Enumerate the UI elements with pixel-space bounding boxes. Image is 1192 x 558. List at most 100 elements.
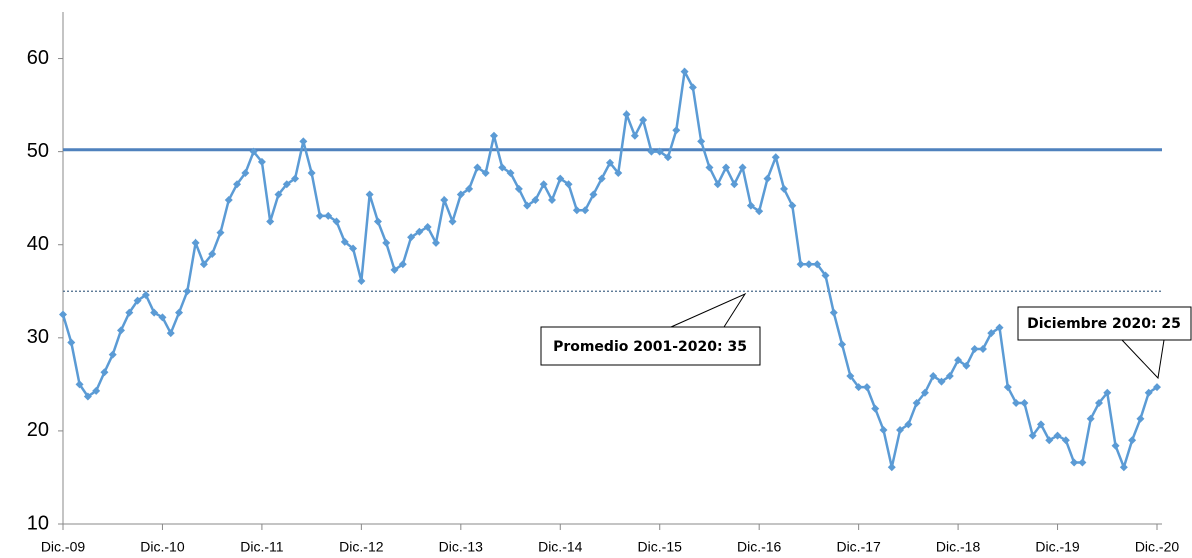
x-tick-label: Dic.-11 <box>240 539 284 555</box>
point-marker <box>581 206 590 215</box>
point-marker <box>224 196 233 205</box>
point-marker <box>887 463 896 472</box>
point-marker <box>1086 414 1095 423</box>
point-marker <box>59 310 67 319</box>
point-marker <box>821 271 830 280</box>
point-marker <box>382 238 391 247</box>
point-marker <box>481 169 490 178</box>
point-marker <box>655 147 664 156</box>
x-tick-label: Dic.-15 <box>638 539 683 555</box>
point-marker <box>1012 398 1021 407</box>
callout-pointer <box>1121 339 1165 380</box>
point-marker <box>920 388 929 397</box>
point-marker <box>141 290 150 299</box>
point-marker <box>987 329 996 338</box>
point-marker <box>647 147 656 156</box>
point-marker <box>871 404 880 413</box>
point-marker <box>978 344 987 353</box>
y-tick-label: 60 <box>27 47 49 69</box>
point-marker <box>738 163 747 172</box>
x-tick-label: Dic.-13 <box>439 539 484 555</box>
x-tick-label: Dic.-19 <box>1035 539 1080 555</box>
callout-pointer <box>670 292 747 328</box>
point-marker <box>962 361 971 370</box>
point-marker <box>108 350 117 359</box>
series-line <box>61 67 1158 472</box>
x-tick-label: Dic.-09 <box>41 539 86 555</box>
y-tick-label: 20 <box>27 419 49 441</box>
point-marker <box>1111 441 1120 450</box>
point-marker <box>788 201 797 210</box>
point-marker <box>713 180 722 189</box>
point-marker <box>771 153 780 162</box>
point-marker <box>299 137 308 146</box>
point-marker <box>796 260 805 269</box>
point-marker <box>697 137 706 146</box>
y-tick-label: 30 <box>27 326 49 348</box>
point-marker <box>1036 420 1045 429</box>
point-marker <box>829 308 838 317</box>
point-marker <box>639 115 648 124</box>
point-marker <box>291 174 300 183</box>
point-marker <box>614 169 623 178</box>
point-marker <box>1103 388 1112 397</box>
point-marker <box>67 338 76 347</box>
point-marker <box>257 157 266 166</box>
point-marker <box>688 83 697 92</box>
point-marker <box>332 217 341 226</box>
point-marker <box>929 371 938 380</box>
x-tick-label: Dic.-20 <box>1135 539 1180 555</box>
point-marker <box>133 296 142 305</box>
point-marker <box>266 217 275 226</box>
point-marker <box>100 368 109 377</box>
point-marker <box>780 184 789 193</box>
point-marker <box>1153 383 1161 392</box>
point-marker <box>415 227 424 236</box>
point-marker <box>241 169 250 178</box>
point-marker <box>324 211 333 220</box>
point-marker <box>1078 458 1087 467</box>
point-marker <box>1045 436 1054 445</box>
point-marker <box>340 237 349 246</box>
point-marker <box>514 184 523 193</box>
point-marker <box>912 398 921 407</box>
point-marker <box>705 163 714 172</box>
callout-average: Promedio 2001-2020: 35 <box>540 292 761 366</box>
point-marker <box>208 250 217 259</box>
callout-last: Diciembre 2020: 25 <box>1017 306 1192 380</box>
point-marker <box>465 184 474 193</box>
annotation: Promedio 2001-2020: 35 <box>553 339 747 355</box>
point-marker <box>373 217 382 226</box>
point-marker <box>150 308 159 317</box>
point-marker <box>1070 458 1079 467</box>
x-tick-label: Dic.-14 <box>538 539 583 555</box>
point-marker <box>606 158 614 167</box>
point-marker <box>672 126 681 135</box>
point-marker <box>730 180 739 189</box>
point-marker <box>755 207 764 216</box>
point-marker <box>506 169 515 178</box>
point-marker <box>473 163 482 172</box>
annotation: Diciembre 2020: 25 <box>1027 316 1181 332</box>
point-marker <box>1094 398 1103 407</box>
point-marker <box>531 196 540 205</box>
callout-box <box>540 326 761 366</box>
point-marker <box>249 147 258 156</box>
point-marker <box>274 190 283 199</box>
point-marker <box>970 344 979 353</box>
point-marker <box>456 190 465 199</box>
point-marker <box>158 313 167 322</box>
point-marker <box>398 260 407 269</box>
x-tick-label: Dic.-12 <box>339 539 384 555</box>
point-marker <box>556 174 565 183</box>
point-marker <box>838 340 847 349</box>
point-marker <box>440 196 449 205</box>
point-marker <box>349 244 358 253</box>
point-marker <box>945 371 954 380</box>
point-marker <box>680 67 689 76</box>
point-marker <box>1053 431 1062 440</box>
point-marker <box>846 371 855 380</box>
series <box>59 67 1161 472</box>
point-marker <box>904 420 913 429</box>
point-marker <box>1003 383 1012 392</box>
